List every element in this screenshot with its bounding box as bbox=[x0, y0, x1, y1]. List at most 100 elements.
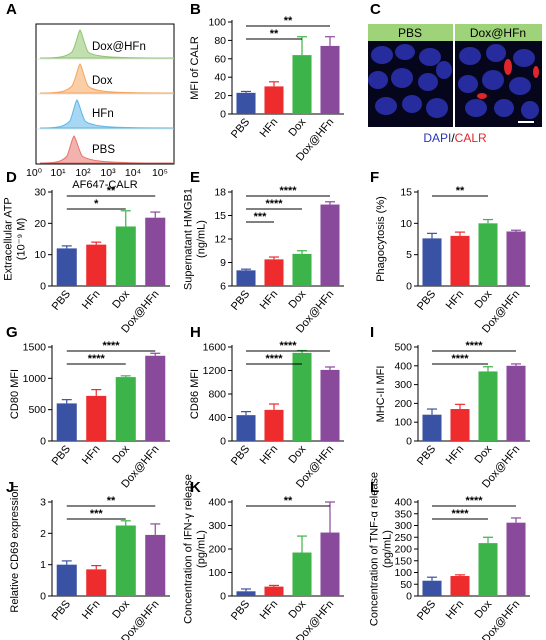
bar bbox=[145, 217, 166, 286]
x-tick-label: HFn bbox=[258, 288, 281, 312]
y-axis-label: MHC-II MFI bbox=[375, 366, 387, 423]
y-tick-label: 1500 bbox=[23, 342, 47, 354]
bar bbox=[320, 45, 340, 114]
bar bbox=[506, 231, 526, 286]
histogram-label-dox-hfn: Dox@HFn bbox=[92, 41, 146, 53]
panel-label-d: D bbox=[6, 169, 17, 186]
y-tick-label: 30 bbox=[34, 187, 46, 199]
x-tick-label: PBS bbox=[415, 598, 438, 623]
bar bbox=[292, 55, 312, 114]
y-tick-label: 200 bbox=[394, 398, 412, 410]
significance-label: **** bbox=[88, 353, 106, 365]
bar bbox=[264, 259, 284, 286]
significance-label: ** bbox=[284, 495, 293, 507]
y-tick-label: 0 bbox=[40, 591, 46, 603]
y-tick-label: 100 bbox=[394, 567, 412, 579]
bar bbox=[236, 270, 256, 286]
bar bbox=[264, 586, 284, 596]
y-tick-label: 60 bbox=[214, 53, 226, 65]
histogram-label-hfn: HFn bbox=[92, 108, 114, 120]
x-tick-label: HFn bbox=[444, 288, 467, 312]
significance-label: ** bbox=[284, 15, 293, 27]
bar bbox=[506, 365, 526, 441]
x-tick-label: Dox bbox=[473, 288, 495, 311]
y-tick-label: 200 bbox=[394, 544, 412, 556]
x-tick-label: Dox bbox=[110, 598, 132, 621]
legend-separator: / bbox=[451, 131, 455, 145]
legend-dapi: DAPI bbox=[423, 131, 451, 145]
x-tick-label: PBS bbox=[229, 443, 252, 468]
histogram-xtick: 10³ bbox=[100, 167, 116, 179]
histogram-xtick: 10⁴ bbox=[125, 167, 141, 179]
bar bbox=[236, 415, 256, 441]
significance-label: *** bbox=[90, 508, 104, 520]
x-tick-label: Dox bbox=[473, 443, 495, 466]
bar bbox=[56, 403, 77, 441]
significance-label: * bbox=[94, 198, 99, 210]
panel-c-microscopy: PBS Dox@HFn DAPI/CALR bbox=[368, 24, 542, 145]
y-tick-label: 20 bbox=[214, 90, 226, 102]
bar bbox=[56, 248, 77, 286]
y-tick-label: 250 bbox=[394, 532, 412, 544]
x-tick-label: PBS bbox=[415, 288, 438, 313]
histogram-trace-dox-hfn bbox=[39, 29, 175, 59]
y-tick-label: 1200 bbox=[203, 365, 227, 377]
y-tick-label: 500 bbox=[394, 342, 412, 354]
y-axis-label: MFI of CALR bbox=[189, 36, 201, 100]
y-axis-label: Concentration of TNF-α release(pg/mL) bbox=[368, 472, 393, 626]
bar bbox=[115, 377, 136, 441]
bar bbox=[292, 253, 312, 286]
y-tick-label: 800 bbox=[208, 389, 226, 401]
x-tick-label: HFn bbox=[258, 598, 281, 622]
y-tick-label: 100 bbox=[394, 417, 412, 429]
y-tick-label: 18 bbox=[214, 187, 226, 199]
y-tick-label: 150 bbox=[394, 555, 412, 567]
y-tick-label: 400 bbox=[394, 360, 412, 372]
significance-label: **** bbox=[265, 353, 283, 365]
y-axis-label: Concentration of IFN-γ release(pg/mL) bbox=[182, 474, 207, 624]
x-tick-label: PBS bbox=[415, 443, 438, 468]
bar bbox=[478, 371, 498, 441]
y-tick-label: 0 bbox=[406, 436, 412, 448]
micro-label-pbs: PBS bbox=[398, 26, 422, 40]
significance-label: *** bbox=[254, 211, 268, 223]
x-tick-label: HFn bbox=[258, 116, 281, 140]
significance-label: ** bbox=[107, 185, 116, 197]
scale-bar bbox=[518, 121, 534, 123]
bar bbox=[86, 244, 107, 286]
x-tick-label: PBS bbox=[50, 598, 73, 623]
panel-a-histogram: Dox@HFn Dox HFn PBS 10⁰ 10¹ 10² 10³ 10⁴ … bbox=[26, 23, 175, 191]
x-tick-label: PBS bbox=[229, 598, 252, 623]
bar bbox=[422, 414, 442, 441]
histogram-xtick: 10² bbox=[75, 167, 91, 179]
y-tick-label: 10 bbox=[34, 249, 46, 261]
y-tick-label: 200 bbox=[208, 544, 226, 556]
x-tick-label: HFn bbox=[80, 598, 103, 622]
micro-nuclei-dox-hfn bbox=[458, 44, 539, 119]
bar bbox=[292, 352, 312, 441]
x-tick-label: PBS bbox=[229, 288, 252, 313]
y-tick-label: 350 bbox=[394, 508, 412, 520]
panel-label-f: F bbox=[370, 169, 379, 186]
y-tick-label: 0 bbox=[40, 281, 46, 293]
y-tick-label: 0 bbox=[40, 436, 46, 448]
significance-label: **** bbox=[265, 198, 283, 210]
panel-label-b: B bbox=[190, 1, 201, 18]
panel-label-l: L bbox=[370, 479, 379, 496]
y-tick-label: 400 bbox=[208, 497, 226, 509]
panel-label-g: G bbox=[6, 324, 18, 341]
bar bbox=[115, 525, 136, 596]
x-tick-label: Dox bbox=[110, 288, 132, 311]
y-tick-label: 0 bbox=[220, 436, 226, 448]
histogram-trace-dox bbox=[39, 63, 175, 94]
panel-label-c: C bbox=[370, 1, 381, 18]
chart-d: 0 10 20 30 Extracellular ATP(10⁻⁹ M) PBS HFn Do… bbox=[2, 185, 170, 335]
y-tick-label: 20 bbox=[34, 218, 46, 230]
y-tick-label: 300 bbox=[394, 379, 412, 391]
x-tick-label: Dox bbox=[287, 598, 309, 621]
